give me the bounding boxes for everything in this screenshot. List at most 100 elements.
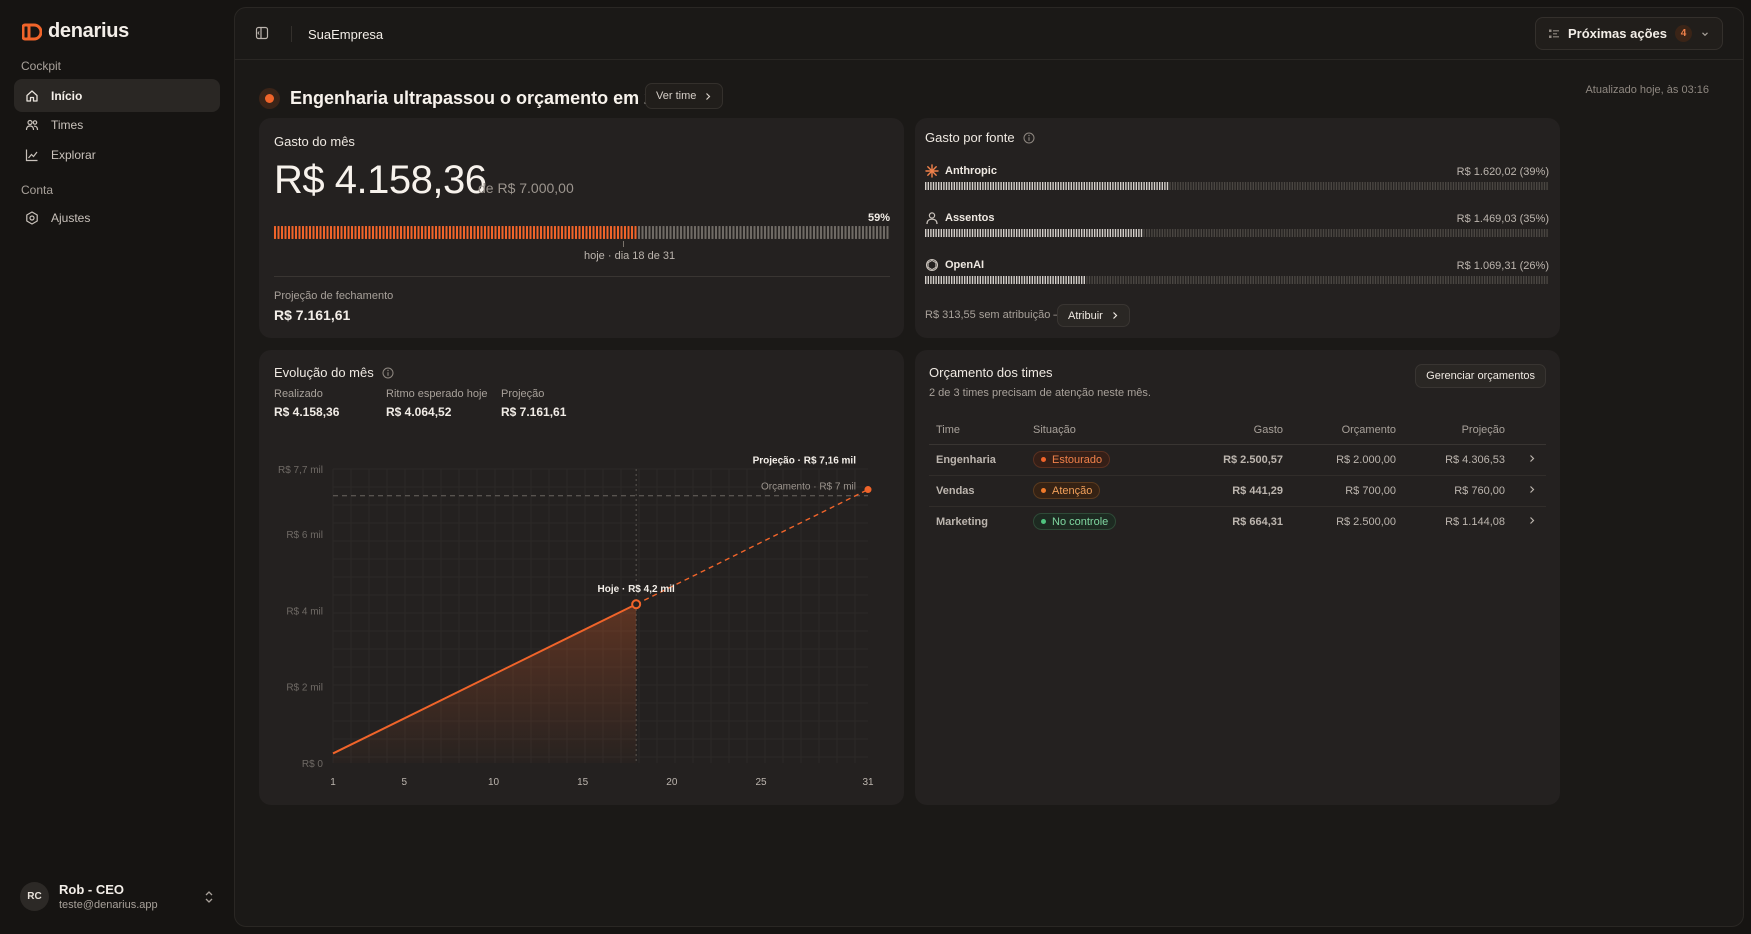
progress-segment	[340, 226, 343, 239]
actions-count-badge: 4	[1675, 25, 1692, 42]
logo[interactable]: denarius	[22, 20, 129, 43]
share-segment	[935, 229, 937, 237]
share-segment	[1078, 229, 1080, 237]
progress-segment	[501, 226, 504, 239]
table-header-row: Time Situação Gasto Orçamento Projeção	[929, 416, 1546, 445]
share-segment	[1221, 276, 1223, 284]
share-segment	[1164, 229, 1166, 237]
share-segment	[1361, 182, 1364, 190]
view-team-label: Ver time	[656, 90, 697, 102]
sidebar-item-inicio[interactable]: Início	[14, 79, 220, 112]
share-segment	[1010, 276, 1013, 284]
share-segment	[1382, 182, 1384, 190]
share-segment	[1395, 229, 1397, 237]
assign-button[interactable]: Atribuir	[1057, 304, 1130, 327]
share-segment	[925, 229, 927, 237]
progress-segment	[547, 226, 549, 239]
share-segment	[1016, 182, 1018, 190]
chevron-down-icon	[1702, 31, 1708, 36]
share-segment	[1187, 182, 1189, 190]
share-segment	[1416, 182, 1418, 190]
share-segment	[951, 229, 953, 237]
share-segment	[1161, 276, 1163, 284]
share-segment	[1244, 182, 1247, 190]
share-segment	[1052, 182, 1054, 190]
share-segment	[1263, 229, 1265, 237]
sidebar-toggle-icon[interactable]	[255, 26, 269, 40]
share-segment	[1112, 276, 1114, 284]
user-menu[interactable]: RC Rob - CEO teste@denarius.app	[20, 882, 214, 911]
progress-segment	[431, 226, 434, 239]
row-action[interactable]	[1505, 506, 1546, 537]
chevron-right-icon	[1112, 312, 1118, 319]
progress-segment	[816, 226, 819, 239]
share-segment	[1018, 276, 1020, 284]
share-segment	[1463, 182, 1465, 190]
share-segment	[1419, 276, 1421, 284]
share-segment	[1390, 229, 1392, 237]
info-icon[interactable]	[1023, 132, 1035, 144]
share-segment	[1348, 276, 1351, 284]
share-segment	[1018, 229, 1020, 237]
share-segment	[1515, 229, 1517, 237]
progress-segment	[459, 226, 462, 239]
share-segment	[1039, 182, 1041, 190]
row-action[interactable]	[1505, 475, 1546, 507]
share-segment	[1393, 229, 1395, 237]
share-segment	[1239, 182, 1241, 190]
share-segment	[1008, 229, 1010, 237]
share-segment	[1434, 276, 1436, 284]
progress-segment	[568, 226, 570, 239]
section-label-conta: Conta	[21, 183, 54, 197]
team-budget: R$ 2.000,00	[1283, 444, 1396, 476]
table-row[interactable]: Marketing No controle R$ 664,31 R$ 2.500…	[929, 506, 1546, 537]
share-segment	[1029, 229, 1031, 237]
share-segment	[1286, 276, 1288, 284]
share-segment	[977, 182, 979, 190]
share-segment	[1348, 182, 1351, 190]
share-segment	[1504, 229, 1507, 237]
share-segment	[1042, 276, 1044, 284]
source-row-openai[interactable]: OpenAI R$ 1.069,31 (26%)	[925, 258, 1549, 298]
progress-segment	[722, 226, 724, 239]
share-segment	[948, 182, 950, 190]
updated-timestamp: Atualizado hoje, às 03:16	[1585, 84, 1709, 96]
share-segment	[1026, 229, 1028, 237]
sidebar-item-label: Explorar	[51, 147, 96, 162]
share-segment	[1122, 182, 1124, 190]
kpi-value: R$ 4.158,36	[274, 405, 340, 419]
next-actions-button[interactable]: Próximas ações 4	[1534, 17, 1723, 50]
share-segment	[1029, 182, 1031, 190]
sidebar-item-times[interactable]: Times	[14, 108, 220, 141]
table-row[interactable]: Vendas Atenção R$ 441,29 R$ 700,00 R$ 76…	[929, 475, 1546, 507]
manage-budgets-button[interactable]: Gerenciar orçamentos	[1415, 364, 1546, 388]
share-segment	[1471, 229, 1473, 237]
share-segment	[1127, 182, 1130, 190]
share-segment	[1291, 276, 1293, 284]
progress-segment	[781, 226, 784, 239]
share-segment	[1270, 276, 1273, 284]
sidebar-item-explorar[interactable]: Explorar	[14, 138, 220, 171]
share-segment	[1507, 276, 1509, 284]
progress-segment	[361, 226, 364, 239]
share-segment	[1234, 182, 1236, 190]
view-team-button[interactable]: Ver time	[645, 83, 724, 109]
share-segment	[1400, 182, 1403, 190]
share-segment	[1307, 229, 1309, 237]
company-name[interactable]: SuaEmpresa	[308, 27, 384, 42]
info-icon[interactable]	[382, 367, 394, 379]
source-row-anthropic[interactable]: Anthropic R$ 1.620,02 (39%)	[925, 164, 1549, 204]
row-action[interactable]	[1505, 444, 1546, 476]
sidebar-item-ajustes[interactable]: Ajustes	[14, 201, 220, 234]
progress-segment	[655, 226, 658, 239]
share-segment	[1088, 182, 1091, 190]
progress-segment	[624, 226, 626, 239]
source-row-assentos[interactable]: Assentos R$ 1.469,03 (35%)	[925, 211, 1549, 251]
kpi-value: R$ 4.064,52	[386, 405, 452, 419]
team-budgets-table: Time Situação Gasto Orçamento Projeção E…	[929, 416, 1546, 537]
chevron-updown-icon[interactable]	[204, 890, 214, 904]
table-row[interactable]: Engenharia Estourado R$ 2.500,57 R$ 2.00…	[929, 444, 1546, 476]
share-segment	[1452, 182, 1455, 190]
share-segment	[1536, 276, 1538, 284]
